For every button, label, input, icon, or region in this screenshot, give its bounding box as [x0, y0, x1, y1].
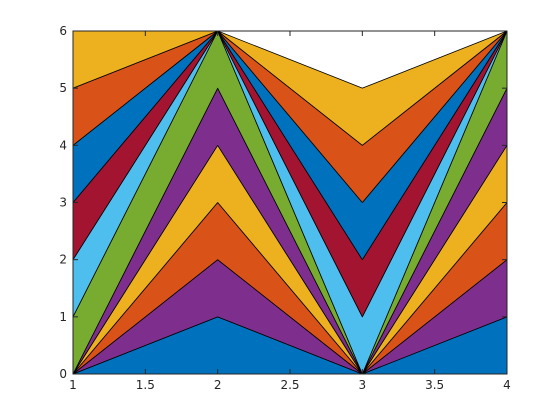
y-tick-label: 4	[59, 138, 67, 152]
x-tick-label: 4	[503, 378, 511, 392]
y-tick-label: 1	[59, 310, 67, 324]
y-tick-label: 6	[59, 24, 67, 38]
area-series-group	[72, 30, 508, 375]
x-tick-label: 3	[359, 378, 367, 392]
x-tick-label: 1	[69, 378, 77, 392]
y-tick-label: 0	[59, 367, 67, 381]
x-tick-label: 2.5	[280, 378, 299, 392]
area-series-11	[72, 30, 508, 146]
y-tick-label: 3	[59, 196, 67, 210]
y-tick-label: 2	[59, 253, 67, 267]
ticks-group	[72, 30, 508, 375]
x-tick-label: 1.5	[136, 378, 155, 392]
x-tick-label: 2	[214, 378, 222, 392]
x-tick-label: 3.5	[425, 378, 444, 392]
y-tick-label: 5	[59, 81, 67, 95]
